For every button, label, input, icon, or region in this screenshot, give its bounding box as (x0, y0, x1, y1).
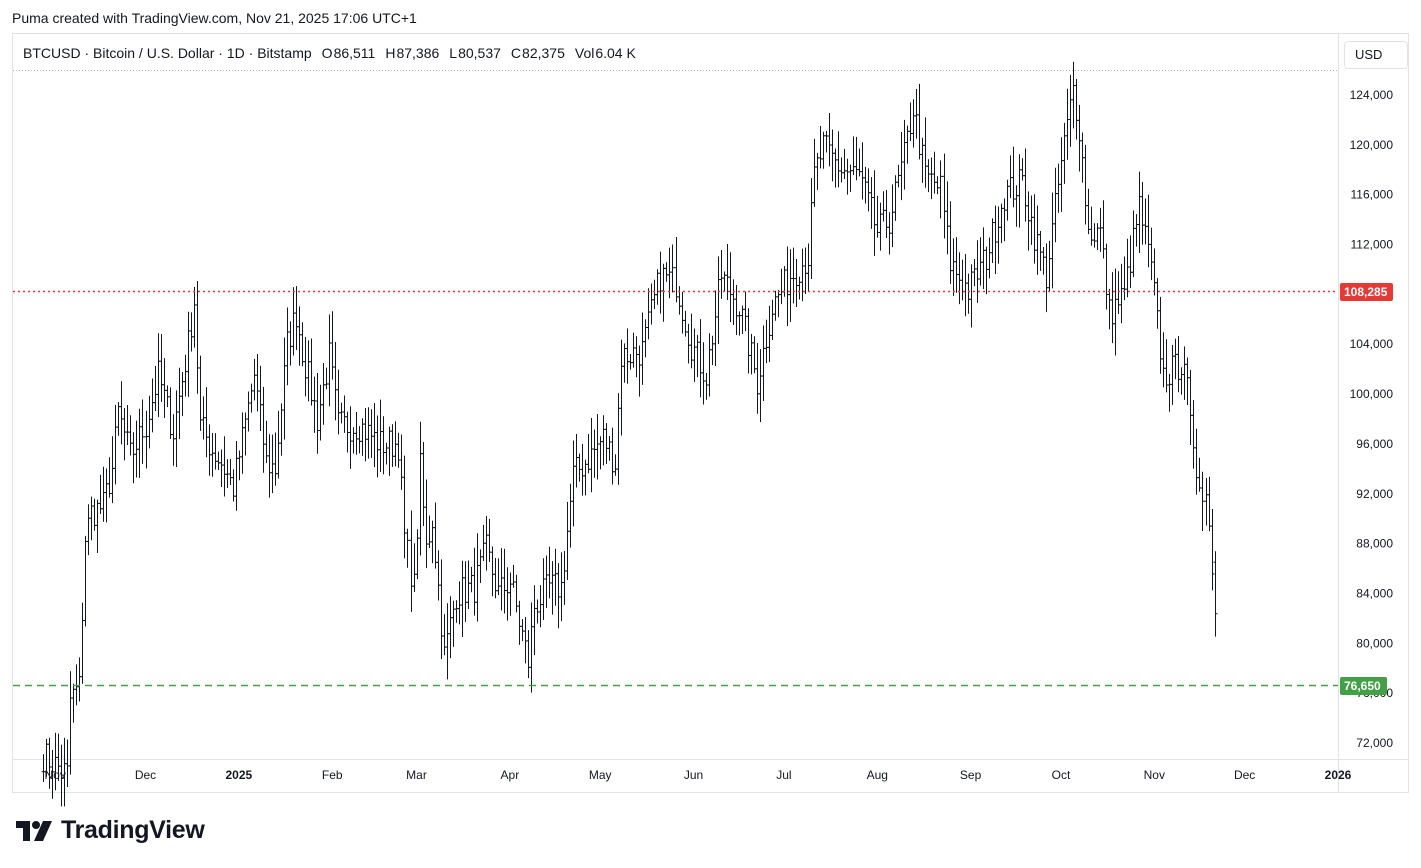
legend-interval[interactable]: 1D (226, 45, 245, 61)
time-axis-label: 2026 (1325, 768, 1352, 782)
price-axis-label: 124,000 (1350, 88, 1394, 102)
tradingview-logo[interactable]: TradingView (16, 816, 205, 845)
price-axis-label: 96,000 (1356, 437, 1393, 451)
time-axis-label: Sep (960, 768, 982, 782)
symbol-legend: BTCUSD · Bitcoin / U.S. Dollar · 1D · Bi… (23, 45, 636, 61)
price-axis-label: 84,000 (1356, 586, 1393, 600)
legend-separator: · (244, 45, 258, 61)
legend-open-value: 86,511 (333, 45, 376, 61)
legend-close-value: 82,375 (522, 45, 565, 61)
tradingview-logo-icon (16, 820, 52, 841)
time-axis-label: 2025 (226, 768, 253, 782)
legend-high-label: H (385, 45, 396, 61)
chart-frame (12, 33, 1409, 793)
legend-high-value: 87,386 (396, 45, 440, 61)
time-axis-label: Jun (684, 768, 703, 782)
support-price-label: 76,650 (1340, 676, 1387, 695)
price-axis-label: 80,000 (1356, 636, 1393, 650)
price-axis-label: 116,000 (1351, 188, 1394, 202)
tradingview-logo-text: TradingView (61, 816, 205, 844)
time-axis-label: May (589, 768, 612, 782)
price-axis-label: 120,000 (1350, 138, 1394, 152)
time-axis-label: Dec (135, 768, 156, 782)
legend-low-label: L (449, 45, 458, 61)
price-axis-label: 72,000 (1356, 736, 1393, 750)
legend-separator: · (80, 45, 94, 61)
time-axis-label: Jul (776, 768, 791, 782)
legend-low-value: 80,537 (458, 45, 501, 61)
legend-symbol[interactable]: BTCUSD (23, 45, 81, 61)
legend-separator: · (214, 45, 227, 61)
time-axis-label: Dec (1234, 768, 1255, 782)
price-axis-label: 100,000 (1350, 387, 1394, 401)
resistance-price-label: 108,285 (1340, 282, 1394, 301)
currency-button[interactable]: USD (1344, 41, 1408, 69)
legend-exchange: Bitstamp (257, 45, 312, 61)
legend-volume-label: Vol (574, 45, 595, 61)
time-axis-label: Mar (406, 768, 427, 782)
price-axis-label: 88,000 (1356, 537, 1393, 551)
time-axis-label: Apr (501, 768, 520, 782)
time-axis-label: Nov (1144, 768, 1165, 782)
legend-volume-value: 6.04 K (595, 45, 636, 61)
price-axis-label: 104,000 (1350, 337, 1394, 351)
time-axis-label: Feb (322, 768, 343, 782)
price-axis-label: 112,000 (1351, 237, 1394, 251)
time-axis-label: Oct (1052, 768, 1071, 782)
legend-open-label: O (321, 45, 333, 61)
time-axis-label: Aug (867, 768, 888, 782)
legend-close-label: C (510, 45, 522, 61)
price-axis-label: 92,000 (1356, 487, 1393, 501)
chart-caption: Puma created with TradingView.com, Nov 2… (12, 10, 417, 26)
legend-name: Bitcoin / U.S. Dollar (93, 45, 215, 61)
